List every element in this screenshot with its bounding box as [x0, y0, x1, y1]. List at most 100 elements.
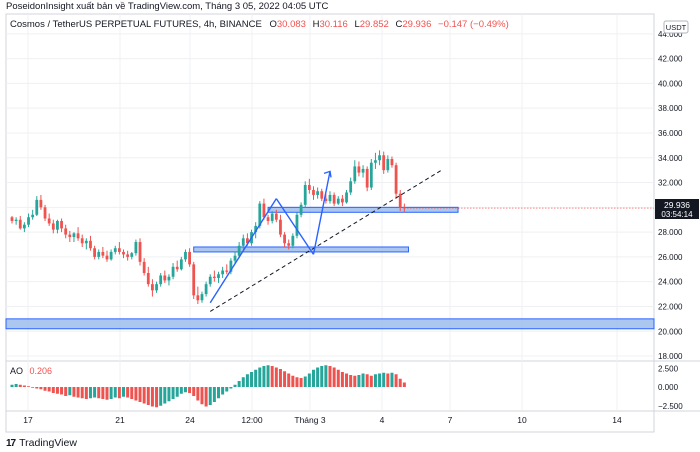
ao-bar [266, 365, 270, 387]
ao-tick-label: −2.500 [658, 402, 683, 411]
time-tick-label: 24 [185, 415, 195, 425]
candle-down [266, 217, 270, 221]
price-tick-label: 42.000 [658, 55, 683, 64]
candle-up [303, 185, 307, 205]
ao-bar [316, 367, 320, 387]
ao-bar [278, 369, 282, 387]
candle-up [204, 284, 208, 295]
candle-down [105, 255, 109, 260]
ao-bar [27, 386, 31, 387]
candle-down [39, 199, 43, 208]
candle-up [237, 245, 241, 256]
candle-down [76, 233, 80, 239]
ao-bar [150, 387, 154, 407]
ao-value: 0.206 [30, 366, 53, 376]
pattern-line [312, 171, 331, 255]
candle-up [171, 266, 175, 277]
price-tick-label: 40.000 [658, 79, 683, 88]
candle-up [233, 255, 237, 261]
axes: 44.00042.00040.00038.00036.00034.00032.0… [23, 30, 683, 425]
support-zone [193, 246, 409, 253]
ao-bar [349, 375, 353, 387]
ao-bar [237, 381, 241, 387]
candle-down [225, 270, 229, 272]
last-price-label: 29.936 [664, 200, 690, 210]
drawings [209, 169, 654, 312]
ao-bar [167, 387, 171, 402]
candle-down [68, 234, 72, 238]
ao-bar [105, 387, 109, 400]
ao-bar [97, 387, 101, 399]
ao-bar [200, 387, 204, 405]
ao-bar [88, 387, 92, 399]
time-tick-label: 17 [23, 415, 33, 425]
candle-down [324, 198, 328, 202]
ao-bar [307, 373, 311, 387]
ao-bar [225, 387, 229, 392]
candle-down [307, 185, 311, 190]
candle-up [208, 276, 212, 285]
candle-down [142, 261, 146, 274]
ao-bar [163, 387, 167, 404]
time-tick-label: 12:00 [241, 415, 263, 425]
candle-down [146, 273, 150, 285]
candle-down [312, 189, 315, 195]
candle-down [18, 219, 22, 229]
publisher-line: PoseidonInsight xuất bản về TradingView.… [6, 1, 329, 12]
candle-up [270, 213, 274, 221]
ao-bar [18, 384, 22, 387]
ao-bar [324, 365, 328, 387]
legend-o-label: O [269, 19, 276, 30]
candle-up [200, 294, 204, 301]
candle-down [47, 218, 51, 224]
ao-bar [357, 375, 361, 387]
ao-bar [179, 387, 183, 394]
candle-up [130, 253, 134, 257]
ao-bar [35, 387, 39, 389]
candle-down [332, 194, 336, 204]
support-zones [5, 206, 655, 330]
ao-bar [390, 372, 394, 387]
candle-up [361, 168, 365, 173]
candle-up [35, 199, 39, 215]
candle-down [10, 217, 14, 221]
candle-up [72, 233, 76, 238]
support-zone [267, 206, 459, 213]
candle-up [299, 204, 303, 215]
ao-bar [299, 378, 303, 387]
ao-bar [43, 387, 47, 391]
ao-bar [386, 373, 390, 387]
time-tick-label: 4 [380, 415, 385, 425]
ao-bar [295, 377, 299, 387]
ao-bar [39, 387, 43, 390]
support-zone [5, 318, 655, 330]
candle-up [369, 162, 373, 188]
pattern-line [275, 198, 315, 255]
ao-bar [250, 372, 254, 387]
ao-bar [287, 373, 291, 387]
ao-bar [159, 387, 163, 406]
publisher-bar: PoseidonInsight xuất bản về TradingView.… [0, 0, 700, 14]
ao-bar [369, 375, 373, 387]
trendline [209, 169, 442, 312]
ao-bar [229, 387, 233, 389]
ao-bar [365, 374, 369, 387]
candle-up [184, 251, 187, 260]
ao-tick-label: 2.500 [658, 364, 679, 373]
candle-up [353, 166, 357, 182]
candle-down [262, 203, 266, 218]
ao-bar [221, 387, 225, 395]
price-tick-label: 44.000 [658, 30, 683, 39]
price-tick-label: 32.000 [658, 179, 683, 188]
ao-bar [373, 374, 377, 387]
candle-down [138, 242, 142, 262]
ao-bar [171, 387, 175, 399]
candle-down [163, 275, 167, 281]
currency-badge[interactable] [663, 20, 689, 34]
ao-bar [113, 387, 117, 398]
candle-down [365, 168, 369, 188]
candle-up [217, 274, 220, 278]
legend-l-label: L [354, 19, 359, 30]
ao-bar [245, 374, 249, 387]
